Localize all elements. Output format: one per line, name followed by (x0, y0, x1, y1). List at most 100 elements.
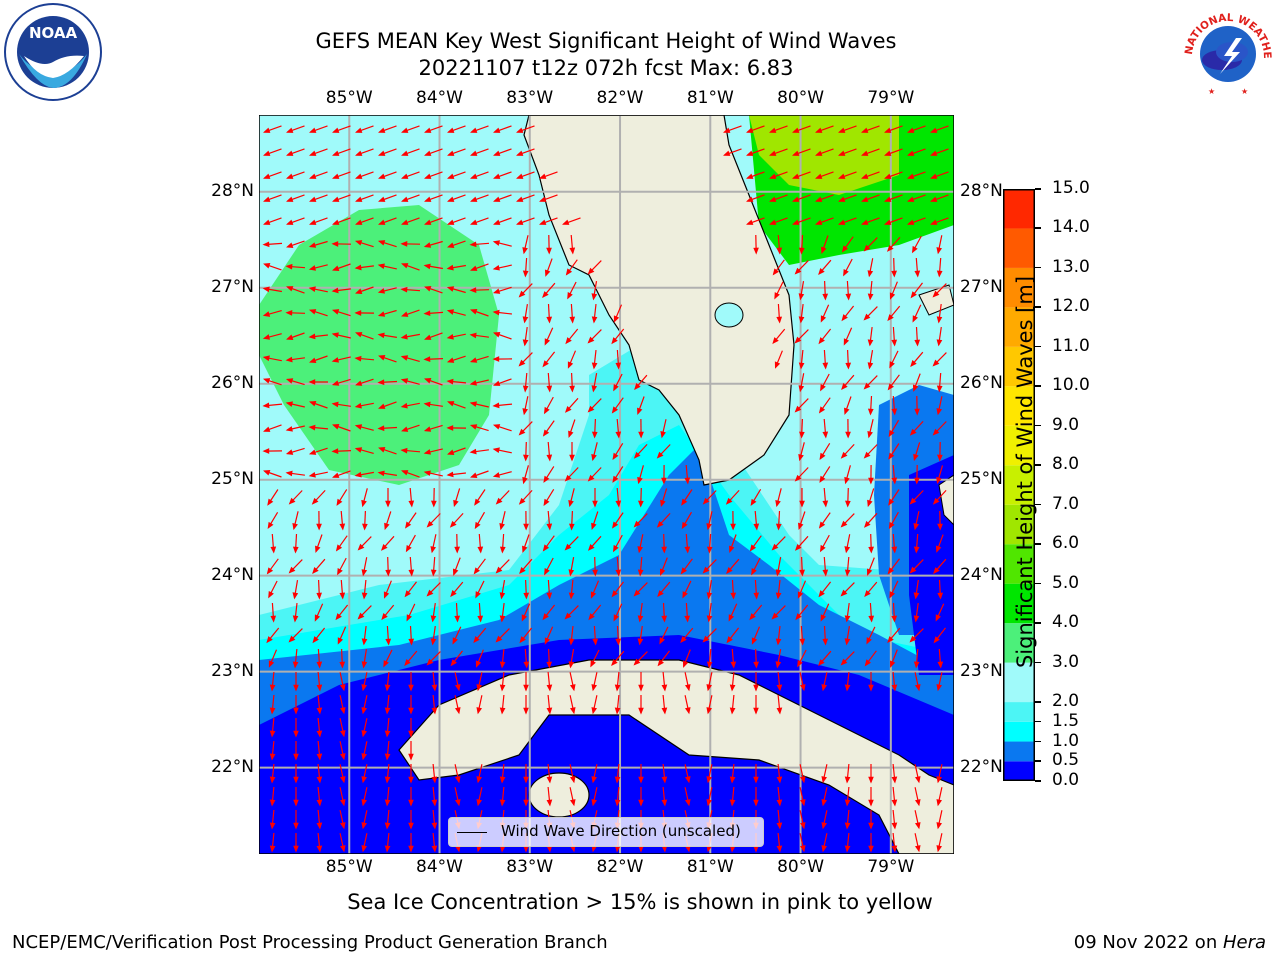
wave-direction-arrowhead (400, 286, 408, 293)
wave-direction-arrowhead (431, 776, 438, 784)
wave-direction-arrowhead (542, 429, 550, 437)
wave-direction-arrowhead (771, 543, 779, 551)
wave-direction-arrowhead (746, 150, 754, 156)
wave-direction-arrowhead (316, 776, 323, 784)
wave-direction-arrowhead (753, 247, 759, 255)
wave-direction-arrowhead (932, 497, 940, 505)
wave-direction-arrowhead (633, 658, 641, 666)
wave-direction-arrowhead (286, 242, 294, 248)
wave-direction-arrowhead (286, 127, 294, 133)
wave-direction-arrowhead (336, 498, 343, 506)
wave-direction-arrowhead (889, 292, 896, 300)
wave-direction-arrowhead (361, 569, 368, 577)
wave-direction-arrowhead (476, 707, 483, 715)
wave-direction-arrowhead (818, 521, 826, 529)
wave-direction-arrowhead (454, 684, 461, 692)
wave-direction-arrowhead (798, 247, 805, 255)
wave-direction-arrowhead (377, 425, 385, 432)
wave-direction-arrowhead (930, 219, 938, 225)
wave-direction-arrowhead (423, 401, 431, 408)
wave-direction-arrowhead (681, 498, 688, 506)
wave-direction-arrowhead (889, 591, 895, 599)
wave-direction-arrowhead (285, 401, 293, 407)
wave-direction-arrowhead (314, 614, 321, 622)
wave-direction-arrowhead (914, 845, 921, 853)
wave-direction-arrowhead (822, 293, 829, 301)
wave-direction-arrowhead (891, 845, 898, 853)
wave-direction-arrowhead (730, 661, 737, 669)
wave-direction-arrowhead (587, 267, 595, 275)
wave-direction-arrowhead (475, 591, 481, 599)
wave-direction-arrowhead (522, 408, 529, 416)
wave-direction-arrowhead (591, 362, 598, 370)
wave-direction-arrowhead (615, 569, 622, 577)
wave-direction-arrowhead (819, 544, 826, 553)
wave-direction-arrowhead (404, 659, 411, 667)
wave-direction-arrowhead (270, 615, 277, 623)
wave-direction-arrowhead (792, 127, 800, 133)
lon-label-bottom: 80°W (777, 857, 825, 877)
wave-direction-arrowhead (815, 219, 823, 225)
wave-direction-arrowhead (499, 776, 506, 784)
wave-direction-arrowhead (844, 776, 851, 784)
wave-direction-arrowhead (339, 592, 346, 600)
wave-direction-arrowhead (293, 845, 299, 853)
wave-direction-arrowhead (452, 637, 458, 645)
wave-direction-arrowhead (684, 477, 691, 485)
wave-direction-arrowhead (562, 219, 570, 225)
wave-direction-arrowhead (844, 684, 851, 692)
wave-direction-arrowhead (522, 385, 529, 393)
wave-direction-arrowhead (863, 382, 871, 390)
wave-direction-arrowhead (354, 240, 363, 246)
wave-direction-arrowhead (933, 636, 940, 644)
wave-direction-arrowhead (285, 310, 293, 316)
wave-direction-arrowhead (269, 776, 276, 784)
wave-direction-arrowhead (932, 359, 940, 367)
wave-direction-arrowhead (431, 822, 438, 830)
wave-direction-arrowhead (844, 546, 851, 554)
wave-direction-arrowhead (845, 431, 851, 439)
wave-direction-arrowhead (797, 660, 803, 668)
wave-direction-arrowhead (316, 845, 323, 853)
colorbar-tick-label: 7.0 (1052, 493, 1080, 514)
wave-direction-arrowhead (354, 447, 363, 453)
wave-direction-arrowhead (383, 660, 389, 668)
wave-direction-arrowhead (293, 776, 299, 784)
wave-direction-arrowhead (841, 245, 849, 253)
colorbar-tick-label: 6.0 (1052, 533, 1080, 554)
wave-direction-arrowhead (522, 270, 529, 278)
wave-direction-arrowhead (308, 449, 317, 455)
wave-direction-arrowhead (315, 545, 321, 553)
wave-direction-arrowhead (820, 614, 827, 622)
wave-direction-arrowhead (539, 219, 547, 225)
wave-direction-arrowhead (309, 357, 317, 363)
wave-direction-arrowhead (614, 684, 621, 692)
wave-direction-arrowhead (891, 546, 898, 554)
wave-direction-arrowhead (492, 424, 501, 430)
wave-direction-arrowhead (702, 497, 710, 505)
wave-direction-arrowhead (591, 454, 597, 462)
colorbar-tick-label: 0.5 (1052, 750, 1080, 771)
wave-direction-arrowhead (408, 845, 414, 853)
wave-direction-arrowhead (681, 521, 688, 530)
wave-direction-arrowhead (447, 150, 455, 156)
wave-direction-arrowhead (263, 173, 271, 179)
wave-direction-arrowhead (424, 378, 432, 384)
wave-direction-arrowhead (615, 431, 622, 439)
lat-label-left: 25°N (211, 468, 254, 489)
lake-okeechobee (714, 302, 744, 328)
wave-direction-arrowhead (661, 477, 667, 485)
wave-direction-arrowhead (400, 355, 409, 361)
wave-direction-arrowhead (746, 173, 754, 179)
wave-direction-arrowhead (361, 707, 368, 715)
wave-direction-arrowhead (638, 799, 644, 807)
wave-direction-arrowhead (469, 241, 477, 248)
wave-direction-arrowhead (591, 707, 598, 715)
wave-direction-arrowhead (424, 286, 432, 292)
wave-direction-arrowhead (469, 424, 478, 430)
wave-direction-arrowhead (569, 316, 576, 324)
wave-direction-arrowhead (937, 454, 943, 462)
wave-direction-arrowhead (612, 475, 619, 483)
wave-direction-arrowhead (339, 661, 346, 669)
wave-direction-arrowhead (308, 471, 316, 478)
